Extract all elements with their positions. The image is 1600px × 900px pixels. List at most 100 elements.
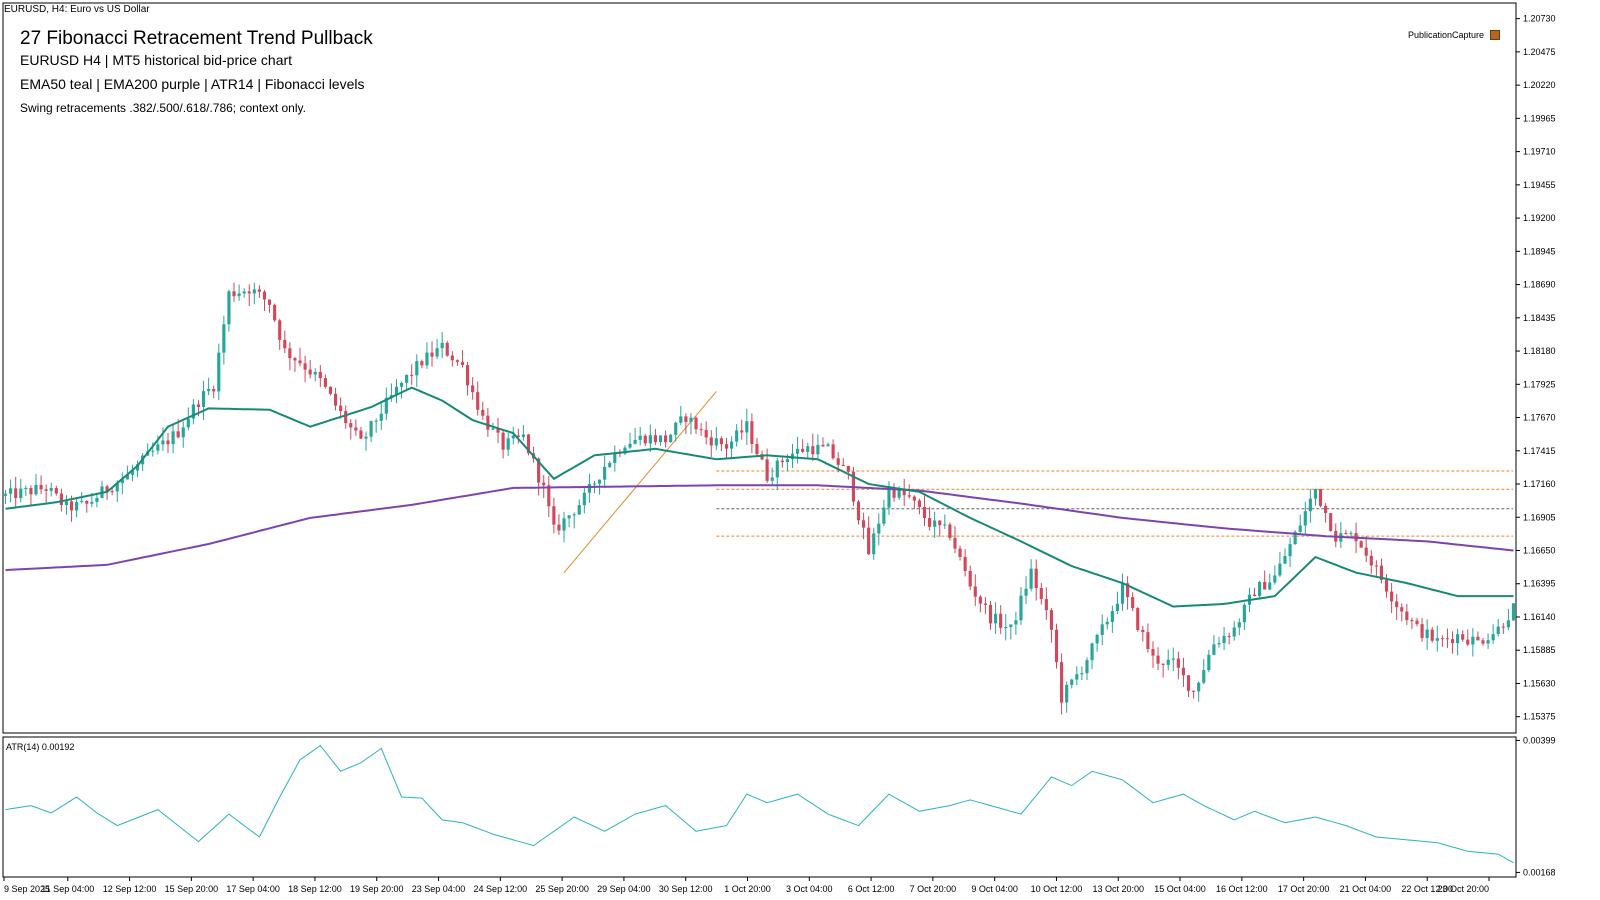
candle-body — [887, 487, 891, 508]
candle-body — [491, 428, 495, 430]
candle-body — [872, 533, 876, 555]
candle-body — [1080, 673, 1084, 675]
candle-body — [75, 502, 79, 511]
candle-body — [1303, 511, 1307, 526]
candle-body — [948, 524, 952, 538]
candle-body — [379, 413, 383, 421]
candle-body — [161, 440, 165, 445]
candle-body — [232, 291, 236, 297]
candle-body — [862, 520, 866, 528]
candle-body — [1450, 639, 1455, 644]
candle-body — [684, 416, 688, 422]
candle-body — [1369, 555, 1373, 566]
candle-body — [1141, 629, 1145, 633]
candle-body — [628, 443, 632, 448]
time-axis-label: 29 Sep 04:00 — [597, 884, 651, 894]
candle-body — [59, 493, 63, 505]
candle-body — [1212, 644, 1216, 655]
candle-body — [288, 348, 292, 359]
folder-icon[interactable] — [1490, 30, 1500, 40]
candle-body — [775, 460, 779, 478]
candle-body — [516, 435, 520, 437]
candle-body — [471, 385, 475, 393]
candle-body — [85, 501, 89, 504]
candle-body — [49, 487, 53, 491]
candle-body — [267, 299, 272, 305]
candle-body — [801, 448, 805, 452]
candle-body — [1197, 682, 1201, 692]
price-axis-label: 1.18945 — [1523, 246, 1556, 256]
time-axis-label: 9 Oct 04:00 — [971, 884, 1018, 894]
candle-body — [394, 386, 399, 396]
candle-body — [582, 492, 586, 506]
candle-body — [983, 603, 988, 605]
candle-body — [242, 291, 246, 294]
candle-body — [425, 352, 429, 366]
candle-body — [1364, 547, 1368, 556]
time-axis-label: 25 Sep 20:00 — [535, 884, 589, 894]
candle-body — [222, 324, 226, 353]
candle-body — [1273, 575, 1277, 583]
candle-body — [1034, 568, 1038, 589]
candle-body — [1156, 655, 1160, 664]
candle-body — [1435, 638, 1439, 641]
candle-body — [384, 397, 388, 414]
candle-body — [537, 458, 541, 483]
candle-body — [313, 371, 317, 375]
candle-body — [207, 388, 211, 392]
candle-body — [933, 520, 937, 527]
time-axis-label: 6 Oct 12:00 — [848, 884, 895, 894]
candle-body — [770, 477, 774, 481]
publication-capture[interactable]: PublicationCapture — [1408, 30, 1500, 40]
candle-body — [724, 444, 729, 449]
candle-body — [1176, 658, 1180, 668]
candle-body — [892, 487, 896, 498]
price-axis-label: 1.15375 — [1523, 712, 1556, 722]
candle-body — [1192, 690, 1196, 692]
candle-body — [1324, 505, 1328, 514]
candle-body — [191, 404, 195, 419]
candle-body — [780, 460, 784, 463]
candle-body — [999, 613, 1003, 628]
candle-body — [34, 485, 38, 495]
candle-body — [643, 435, 647, 444]
candle-body — [1171, 658, 1175, 660]
candle-body — [460, 361, 465, 366]
ema50-line — [5, 386, 1514, 608]
price-axis-label: 1.15885 — [1523, 645, 1556, 655]
candle-body — [303, 363, 307, 370]
candle-body — [151, 450, 155, 452]
candle-body — [1029, 568, 1033, 589]
candle-body — [1415, 620, 1419, 625]
candle-body — [1075, 674, 1079, 680]
candle-body — [1115, 603, 1120, 612]
atr-axis-label: 0.00168 — [1523, 867, 1556, 877]
candle-body — [1344, 533, 1348, 535]
candle-body — [658, 435, 663, 443]
candle-body — [648, 435, 652, 444]
candle-body — [821, 444, 825, 447]
atr-axis-label: 0.00399 — [1523, 735, 1556, 745]
candle-body — [1136, 608, 1140, 630]
candle-body — [750, 421, 754, 444]
price-axis-label: 1.19710 — [1523, 147, 1556, 157]
candle-body — [826, 444, 830, 447]
candle-body — [1268, 582, 1272, 590]
candle-body — [1278, 563, 1282, 576]
candle-body — [278, 320, 282, 340]
candle-body — [760, 454, 764, 460]
candle-body — [476, 392, 480, 410]
candle-body — [1471, 636, 1475, 645]
candle-body — [836, 458, 840, 465]
candle-body — [405, 374, 409, 383]
candle-body — [1440, 638, 1444, 640]
time-axis-label: 19 Sep 20:00 — [350, 884, 404, 894]
candle-body — [506, 438, 510, 450]
time-axis-label: 1 Oct 20:00 — [724, 884, 771, 894]
candle-body — [293, 358, 297, 361]
candle-body — [613, 452, 617, 463]
candle-body — [54, 487, 58, 494]
candle-body — [1060, 662, 1064, 703]
